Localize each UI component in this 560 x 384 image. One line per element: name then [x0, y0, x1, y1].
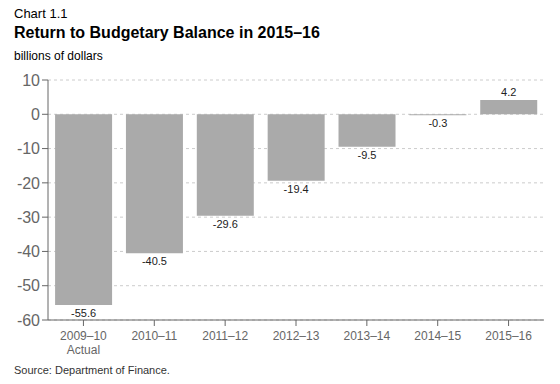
html-text:Source: Department of Finance.: Source: Department of Finance.	[14, 364, 170, 376]
svg-text:-20: -20	[17, 175, 40, 192]
html-text:Return to Budgetary Balance in: Return to Budgetary Balance in 2015–16	[14, 24, 320, 41]
svg-text:2009–10Actual: 2009–10Actual	[60, 329, 107, 357]
svg-text:2012–13: 2012–13	[273, 329, 320, 343]
svg-text:2015–16: 2015–16	[485, 329, 532, 343]
svg-text:-19.4: -19.4	[284, 183, 309, 195]
svg-text:-55.6: -55.6	[71, 307, 96, 319]
svg-text:-50: -50	[17, 277, 40, 294]
svg-text:-40.5: -40.5	[142, 255, 167, 267]
html-text:Chart 1.1: Chart 1.1	[14, 6, 68, 21]
svg-text:-40: -40	[17, 243, 40, 260]
svg-text:10: 10	[22, 72, 40, 89]
svg-text:2011–12: 2011–12	[202, 329, 248, 343]
svg-text:2013–14: 2013–14	[343, 329, 390, 343]
svg-text:-10: -10	[17, 140, 40, 157]
html-text:billions of dollars: billions of dollars	[14, 49, 103, 63]
svg-text:-60: -60	[17, 312, 40, 329]
svg-text:-29.6: -29.6	[213, 218, 238, 230]
svg-text:0: 0	[31, 106, 40, 123]
svg-text:-30: -30	[17, 209, 40, 226]
svg-text:2010–11: 2010–11	[131, 329, 177, 343]
svg-text:-0.3: -0.3	[428, 117, 447, 129]
svg-text:4.2: 4.2	[501, 86, 516, 98]
svg-text:2014–15: 2014–15	[414, 329, 461, 343]
svg-text:-9.5: -9.5	[358, 149, 377, 161]
